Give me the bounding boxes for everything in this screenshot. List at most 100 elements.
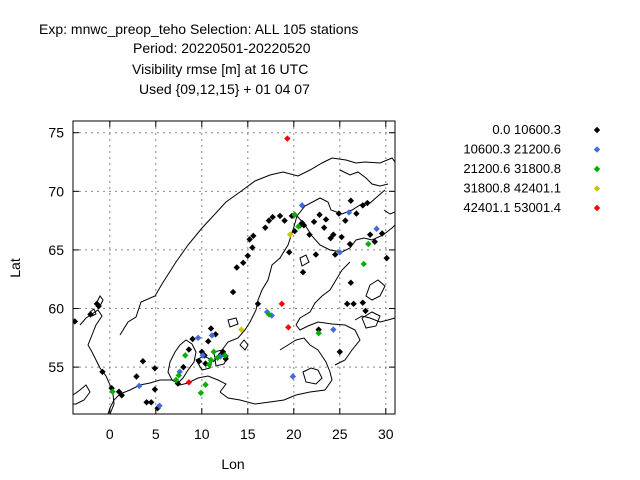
data-point-series-0: [347, 279, 355, 286]
y-tick-label: 55: [48, 359, 64, 375]
data-point-series-0: [244, 252, 251, 259]
x-tick-label: 30: [378, 426, 394, 442]
data-point-series-0: [229, 288, 237, 296]
legend-label: 10600.3 21200.6: [463, 142, 561, 157]
data-point-series-4: [278, 300, 286, 308]
data-point-series-0: [262, 224, 269, 231]
data-point-series-1: [373, 225, 380, 233]
data-point-series-0: [330, 231, 337, 238]
data-point-series-0: [276, 212, 284, 220]
legend-marker: [593, 165, 601, 173]
data-point-series-0: [315, 326, 322, 333]
coastline-map: [73, 157, 395, 414]
data-point-series-1: [289, 373, 297, 380]
data-point-series-0: [189, 335, 196, 343]
data-point-series-1: [208, 332, 216, 339]
legend-marker: [593, 126, 601, 134]
data-point-series-0: [362, 307, 369, 315]
data-point-series-2: [365, 240, 372, 248]
legend-label: 42401.1 53001.4: [463, 200, 561, 215]
data-point-series-0: [269, 213, 276, 221]
data-point-series-0: [291, 227, 298, 235]
data-point-series-0: [364, 199, 371, 207]
data-point-series-0: [286, 249, 293, 256]
data-point-series-0: [312, 251, 320, 258]
data-point-series-1: [345, 209, 353, 216]
data-point-series-0: [378, 230, 386, 237]
grid-lines: [73, 121, 395, 414]
title-line-2: Period: 20220501-20220520: [133, 40, 311, 56]
data-point-series-0: [93, 300, 101, 308]
data-point-series-0: [133, 373, 140, 380]
data-point-series-0: [265, 217, 273, 224]
data-point-series-0: [180, 363, 187, 371]
data-point-series-1: [298, 202, 306, 209]
data-point-series-0: [320, 224, 328, 231]
y-tick-label: 70: [48, 183, 64, 199]
data-point-series-0: [240, 259, 247, 267]
data-point-series-0: [383, 254, 390, 262]
data-point-series-2: [175, 372, 182, 379]
data-point-series-0: [254, 300, 262, 308]
data-point-series-0: [87, 311, 94, 318]
axis-ticks: 0 5 10 15 20 25 30 55 60 65 70 75: [48, 121, 395, 442]
data-point-series-0: [299, 268, 307, 276]
data-point-series-0: [246, 236, 253, 243]
data-point-series-0: [300, 222, 308, 229]
data-point-series-2: [295, 223, 302, 230]
data-point-series-0: [250, 232, 257, 240]
data-point-series-0: [336, 348, 343, 356]
data-point-series-0: [99, 368, 106, 376]
data-point-series-1: [156, 402, 163, 409]
title-line-4: Used {09,12,15} + 01 04 07: [139, 81, 310, 97]
y-tick-label: 65: [48, 242, 64, 258]
data-point-series-3: [238, 326, 245, 333]
data-point-series-2: [109, 388, 116, 395]
data-point-series-0: [281, 217, 288, 224]
title-line-1: Exp: mnwc_preop_teho Selection: ALL 105 …: [39, 21, 359, 37]
x-tick-label: 15: [240, 426, 256, 442]
x-tick-label: 0: [106, 426, 114, 442]
legend-label: 0.0 10600.3: [492, 122, 561, 137]
data-point-series-0: [306, 231, 313, 238]
data-point-series-2: [202, 381, 209, 388]
data-point-series-2: [214, 354, 221, 361]
data-point-series-0: [118, 392, 125, 399]
data-point-series-0: [205, 338, 212, 345]
data-point-series-0: [207, 325, 215, 332]
data-point-series-0: [335, 210, 343, 217]
data-point-series-0: [151, 386, 159, 393]
data-point-series-0: [322, 216, 330, 223]
data-point-series-1: [330, 326, 337, 333]
data-point-series-0: [347, 197, 355, 204]
data-point-series-2: [291, 211, 298, 218]
data-point-series-1: [336, 249, 343, 256]
x-tick-label: 20: [286, 426, 302, 442]
data-point-series-0: [371, 238, 378, 245]
data-point-series-1: [136, 382, 143, 390]
data-point-series-3: [286, 231, 294, 238]
legend: 0.0 10600.3 10600.3 21200.6 21200.6 31800.…: [463, 122, 601, 215]
data-point-series-1: [199, 352, 206, 359]
data-point-series-0: [310, 218, 318, 225]
data-point-series-0: [342, 217, 349, 224]
legend-label: 31800.8 42401.1: [463, 181, 561, 196]
data-point-series-0: [338, 233, 345, 241]
data-point-series-0: [359, 299, 366, 306]
data-point-series-0: [350, 300, 357, 308]
data-point-series-2: [182, 352, 189, 359]
y-axis-label: Lat: [7, 258, 23, 278]
data-point-series-2: [360, 260, 367, 268]
data-point-series-2: [205, 361, 213, 368]
data-point-series-1: [194, 334, 202, 342]
data-point-series-0: [151, 365, 159, 372]
data-point-series-0: [249, 244, 256, 251]
data-point-series-4: [185, 379, 193, 386]
data-point-series-0: [346, 240, 354, 248]
data-point-series-2: [207, 356, 215, 364]
data-point-series-2: [265, 311, 273, 318]
x-tick-label: 10: [194, 426, 210, 442]
data-point-series-0: [316, 211, 323, 218]
data-point-series-4: [284, 135, 291, 142]
